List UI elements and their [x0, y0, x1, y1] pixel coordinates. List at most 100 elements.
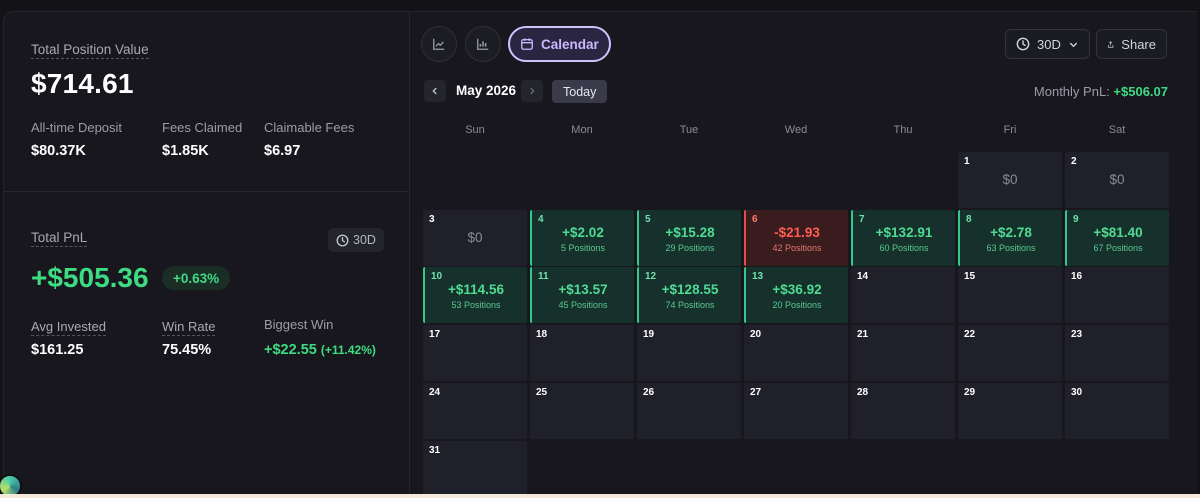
day-pnl-amount: $0	[1002, 172, 1018, 187]
day-pnl-amount: +$81.40	[1093, 224, 1143, 240]
day-number: 20	[750, 329, 762, 341]
day-number: 7	[859, 213, 865, 225]
calendar-day-cell[interactable]: 31	[423, 440, 527, 497]
stat-label: Win Rate	[162, 319, 216, 336]
calendar-day-cell[interactable]: 20	[744, 325, 848, 382]
calendar-day-cell[interactable]: 23	[1065, 325, 1169, 382]
stat-value: $161.25	[31, 342, 84, 358]
chevron-down-icon	[1069, 42, 1078, 47]
day-number: 25	[536, 386, 548, 398]
line-chart-view-button[interactable]	[421, 26, 457, 62]
calendar-day-cell[interactable]: 7 +$132.91 60 Positions	[851, 209, 955, 266]
total-pnl-label: Total PnL	[31, 230, 88, 247]
stat-fees-claimed: Fees Claimed $1.85K	[162, 119, 242, 159]
total-pnl-value: +$505.36	[31, 262, 149, 293]
next-month-button[interactable]	[521, 80, 543, 102]
calendar-day-cell[interactable]: 19	[637, 325, 741, 382]
day-number: 19	[643, 329, 655, 341]
calendar-day-cell[interactable]: 15	[958, 267, 1062, 324]
stat-label: Avg Invested	[31, 319, 106, 336]
calendar-day-cell[interactable]: 2 $0	[1065, 152, 1169, 208]
period-select-value: 30D	[1037, 36, 1061, 52]
bar-chart-view-button[interactable]	[465, 26, 501, 62]
calendar-day-cell[interactable]: 17	[423, 325, 527, 382]
section-divider	[4, 191, 409, 192]
clock-icon	[1016, 37, 1030, 51]
calendar-day-cell[interactable]: 5 +$15.28 29 Positions	[637, 209, 741, 266]
calendar-day-cell[interactable]: 8 +$2.78 63 Positions	[958, 209, 1062, 266]
calendar-day-cell[interactable]: 14	[851, 267, 955, 324]
day-number: 27	[750, 386, 762, 398]
stat-value: $6.97	[264, 143, 301, 159]
weekday-label: Wed	[784, 124, 808, 136]
day-number: 31	[429, 444, 441, 456]
day-number: 10	[431, 271, 443, 283]
day-pnl-amount: +$15.28	[665, 224, 715, 240]
day-number: 13	[752, 271, 764, 283]
calendar-day-cell[interactable]: 18	[530, 325, 634, 382]
calendar-day-cell[interactable]: 21	[851, 325, 955, 382]
weekday-label: Fri	[1003, 124, 1017, 136]
weekday-label: Mon	[571, 124, 593, 136]
calendar-day-cell[interactable]: 13 +$36.92 20 Positions	[744, 267, 848, 324]
stat-win-rate: Win Rate 75.45%	[162, 318, 216, 358]
stat-avg-invested: Avg Invested $161.25	[31, 318, 106, 358]
calendar-day-cell[interactable]: 27	[744, 382, 848, 439]
today-button[interactable]: Today	[552, 80, 608, 103]
day-number: 26	[643, 386, 655, 398]
stat-value: 75.45%	[162, 342, 212, 358]
day-pnl-amount: $0	[467, 229, 483, 245]
prev-month-button[interactable]	[424, 80, 446, 102]
calendar-day-cell[interactable]: 4 +$2.02 5 Positions	[530, 209, 634, 266]
stat-value: $80.37K	[31, 143, 86, 159]
day-number: 3	[429, 213, 435, 225]
day-number: 14	[857, 271, 869, 283]
period-select[interactable]: 30D	[1005, 29, 1090, 59]
calendar-day-cell[interactable]: 16	[1065, 267, 1169, 324]
day-number: 4	[538, 213, 544, 225]
calendar-day-cell[interactable]: 3 $0	[423, 209, 527, 266]
calendar-day-cell[interactable]: 10 +$114.56 53 Positions	[423, 267, 527, 324]
calendar-panel: Calendar 30D Share May 2026 Today Monthl…	[410, 11, 1197, 498]
calendar-day-cell[interactable]: 30	[1065, 382, 1169, 439]
calendar-day-cell[interactable]: 1 $0	[958, 152, 1062, 208]
day-number: 12	[645, 271, 657, 283]
day-number: 6	[752, 213, 758, 225]
calendar-day-cell[interactable]: 12 +$128.55 74 Positions	[637, 267, 741, 324]
calendar-day-cell[interactable]: 25	[530, 382, 634, 439]
calendar-day-cell[interactable]: 29	[958, 382, 1062, 439]
day-number: 9	[1073, 213, 1079, 225]
day-number: 28	[857, 386, 869, 398]
day-positions-count: 53 Positions	[451, 300, 501, 311]
pnl-period-badge[interactable]: 30D	[328, 228, 384, 252]
day-positions-count: 60 Positions	[879, 242, 929, 253]
calendar-day-cell[interactable]: 9 +$81.40 67 Positions	[1065, 209, 1169, 266]
calendar-view-button[interactable]: Calendar	[508, 26, 611, 62]
calendar-icon	[521, 38, 533, 50]
stat-label: All-time Deposit	[31, 120, 123, 135]
calendar-day-cell[interactable]: 24	[423, 382, 527, 439]
day-positions-count: 67 Positions	[1093, 242, 1143, 253]
calendar-day-cell[interactable]: 11 +$13.57 45 Positions	[530, 267, 634, 324]
day-number: 29	[964, 386, 976, 398]
weekday-label: Tue	[679, 124, 699, 136]
stat-all-time-deposit: All-time Deposit $80.37K	[31, 119, 122, 159]
day-number: 1	[964, 156, 970, 167]
day-number: 16	[1071, 271, 1083, 283]
day-number: 8	[966, 213, 972, 225]
total-position-value-label: Total Position Value	[31, 42, 149, 59]
biggest-win-amount: +$22.55	[264, 342, 317, 358]
pnl-period-label: 30D	[353, 233, 376, 247]
stat-claimable-fees: Claimable Fees $6.97	[264, 119, 354, 159]
day-positions-count: 74 Positions	[665, 300, 715, 311]
total-position-value: $714.61	[31, 68, 134, 99]
calendar-day-cell[interactable]: 22	[958, 325, 1062, 382]
calendar-day-cell[interactable]: 28	[851, 382, 955, 439]
calendar-day-cell[interactable]: 6 -$21.93 42 Positions	[744, 209, 848, 266]
share-button[interactable]: Share	[1096, 29, 1167, 59]
calendar-view-label: Calendar	[541, 36, 599, 52]
day-number: 15	[964, 271, 976, 283]
calendar-day-cell[interactable]: 26	[637, 382, 741, 439]
day-pnl-amount: +$128.55	[661, 282, 719, 298]
